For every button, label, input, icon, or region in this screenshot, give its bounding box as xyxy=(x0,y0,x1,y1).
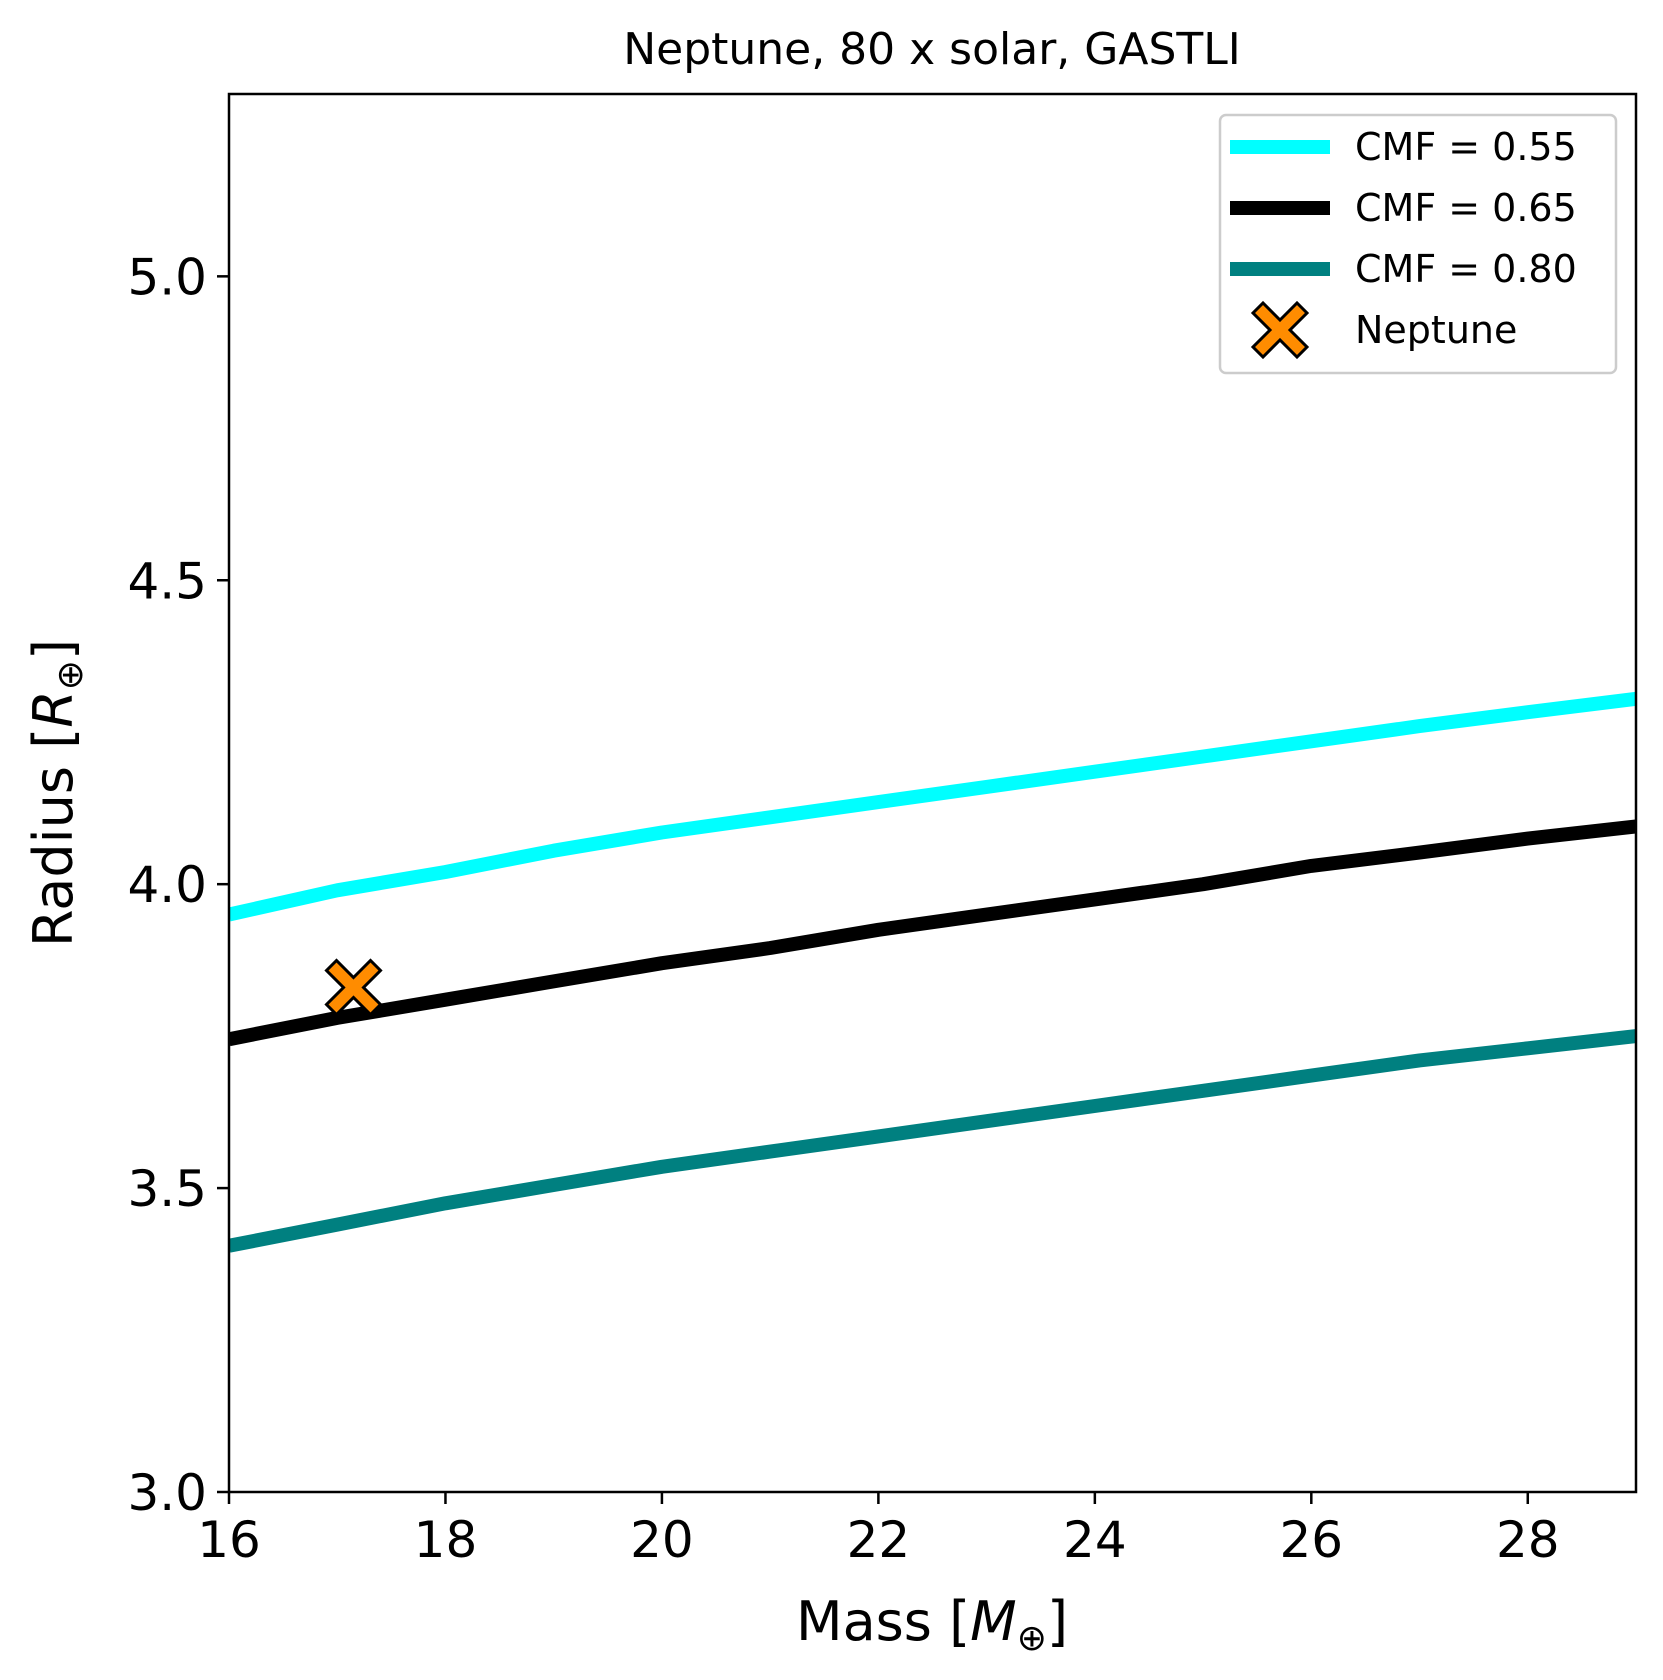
y-axis-label-prefix: Radius [ xyxy=(22,728,85,947)
x-tick-label-1: 18 xyxy=(414,1511,478,1569)
y-axis-label-suffix: ] xyxy=(22,639,85,660)
series-line-0 xyxy=(229,691,1636,922)
legend-frame xyxy=(1218,113,1618,375)
x-tick-label-6: 28 xyxy=(1496,1511,1560,1569)
x-axis-label-subscript: ⊕ xyxy=(1017,1618,1047,1659)
x-axis-label-prefix: Mass [ xyxy=(796,1590,970,1653)
plot-area-frame xyxy=(227,92,1638,1494)
legend-marker-0 xyxy=(1250,300,1310,360)
x-tick-label-3: 22 xyxy=(847,1511,911,1569)
x-tick-label-5: 26 xyxy=(1279,1511,1343,1569)
y-tick-label-1: 3.5 xyxy=(127,1160,207,1218)
y-tick-label-2: 4.0 xyxy=(127,856,207,914)
legend-label-0: CMF = 0.55 xyxy=(1355,125,1577,169)
chart-title: Neptune, 80 x solar, GASTLI xyxy=(623,24,1241,75)
y-tick-label-3: 4.5 xyxy=(127,552,207,610)
y-axis-label: Radius [R⊕] xyxy=(22,639,91,947)
y-axis-label-subscript: ⊕ xyxy=(50,660,91,690)
x-axis-label-symbol: M xyxy=(970,1590,1017,1653)
x-tick-label-2: 20 xyxy=(630,1511,694,1569)
legend-marker-label-0: Neptune xyxy=(1355,308,1517,352)
y-tick-label-4: 5.0 xyxy=(127,248,207,306)
y-axis-label-symbol: R xyxy=(22,690,85,728)
x-tick-label-4: 24 xyxy=(1063,1511,1127,1569)
x-axis-label-suffix: ] xyxy=(1047,1590,1068,1653)
series-line-1 xyxy=(229,819,1636,1047)
x-tick-label-0: 16 xyxy=(197,1511,261,1569)
legend-label-1: CMF = 0.65 xyxy=(1355,186,1577,230)
series-line-2 xyxy=(229,1029,1636,1253)
legend: CMF = 0.55 CMF = 0.65 CMF = 0.80 Neptune xyxy=(1218,113,1618,375)
y-tick-label-0: 3.0 xyxy=(127,1464,207,1522)
x-axis-label: Mass [M⊕] xyxy=(796,1590,1068,1659)
legend-label-2: CMF = 0.80 xyxy=(1355,247,1577,291)
marker-neptune xyxy=(324,958,383,1017)
